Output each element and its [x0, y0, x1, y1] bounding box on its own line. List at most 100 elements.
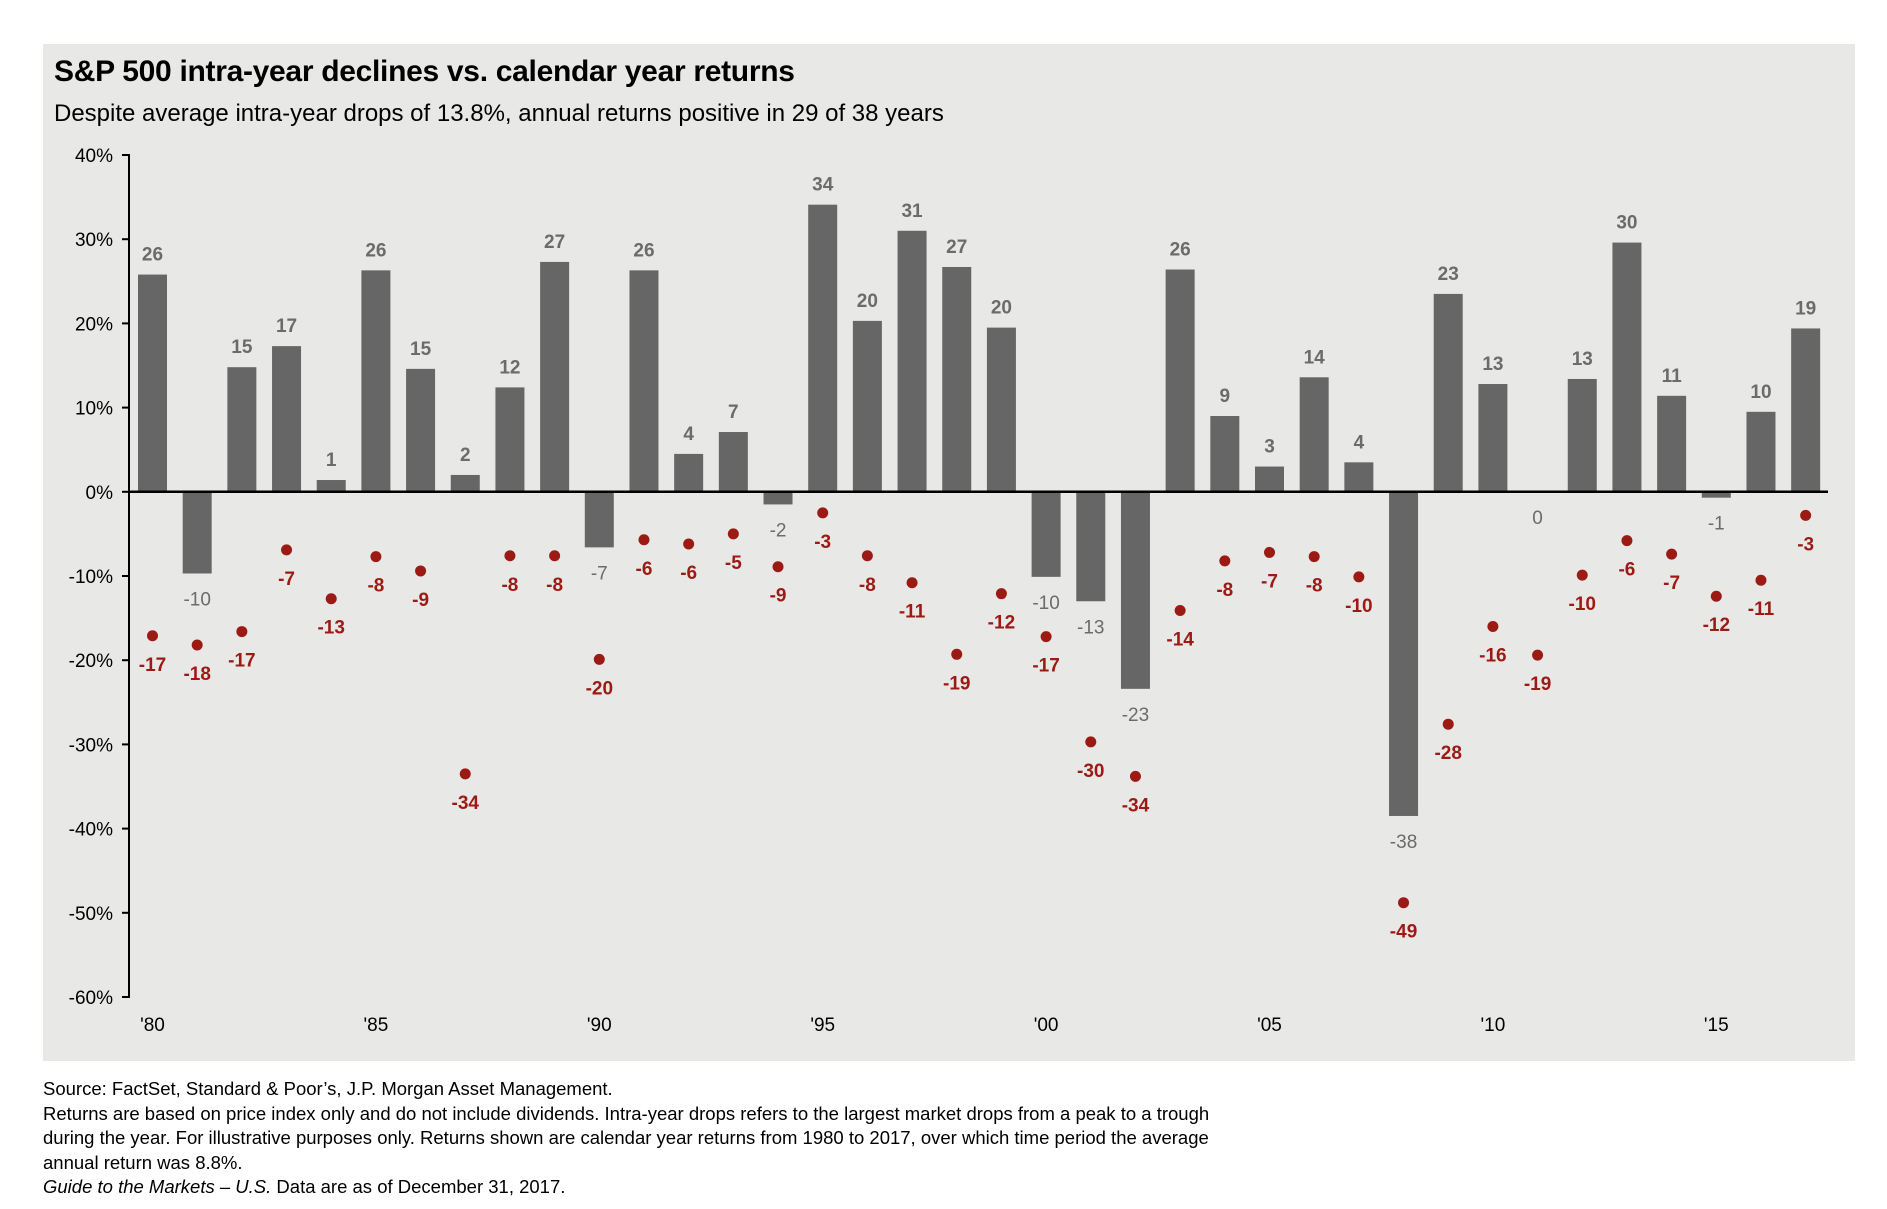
return-bar	[1031, 491, 1061, 577]
intra-year-drop-label: -17	[1032, 656, 1059, 677]
intra-year-drop-label: -34	[452, 793, 480, 814]
guide-title: Guide to the Markets – U.S.	[43, 1176, 272, 1197]
intra-year-drop-label: -20	[586, 678, 613, 699]
intra-year-drop-label: -6	[1618, 560, 1635, 581]
intra-year-drop-point	[861, 550, 873, 562]
return-bar	[1746, 411, 1776, 492]
return-bar-label: 7	[728, 402, 739, 423]
return-bar-label: 2	[460, 445, 471, 466]
return-bar-label: -2	[770, 520, 787, 541]
return-bar-label: 26	[142, 245, 163, 266]
intra-year-drop-point	[995, 588, 1007, 600]
y-tick-label: 30%	[75, 230, 113, 251]
intra-year-drop-label: -8	[501, 575, 518, 596]
intra-year-drop-point	[1085, 736, 1097, 748]
intra-year-drop-label: -28	[1434, 743, 1461, 764]
return-bar-label: 15	[410, 339, 432, 360]
intra-year-drop-label: -5	[725, 553, 742, 574]
intra-year-drop-label: -7	[1663, 573, 1680, 594]
y-tick-label: -30%	[69, 735, 113, 756]
return-bar	[1433, 293, 1463, 492]
chart-panel	[43, 44, 1855, 1061]
footnotes: Source: FactSet, Standard & Poor’s, J.P.…	[43, 1077, 1209, 1200]
return-bar-label: 3	[1264, 437, 1275, 458]
intra-year-drop-label: -12	[988, 613, 1015, 634]
intra-year-drop-label: -7	[278, 569, 295, 590]
intra-year-drop-point	[1353, 571, 1365, 583]
intra-year-drop-label: -9	[412, 590, 429, 611]
return-bar	[540, 261, 570, 492]
return-bar	[1478, 384, 1508, 492]
y-tick-label: -50%	[69, 904, 113, 925]
intra-year-drop-point	[415, 565, 427, 577]
return-bar	[1389, 491, 1419, 816]
y-axis: 40% 30% 20% 10% 0% -10% -20% -30% -40% -50% -60%	[69, 146, 130, 1009]
y-tick-label: 40%	[75, 146, 113, 167]
return-bar-label: 26	[365, 240, 386, 261]
return-bar-label: 4	[1354, 432, 1365, 453]
intra-year-drop-label: -8	[546, 575, 563, 596]
return-bar-label: 14	[1304, 347, 1326, 368]
return-bar	[272, 346, 302, 492]
return-bar	[1657, 395, 1687, 492]
return-bar-label: -10	[183, 589, 210, 610]
intra-year-drop-point	[906, 577, 918, 589]
return-bar-label: 26	[1170, 240, 1191, 261]
intra-year-drop-point	[1621, 535, 1633, 547]
return-bar-label: 34	[812, 175, 834, 196]
intra-year-drop-label: -13	[317, 618, 344, 639]
return-bar-label: 4	[683, 424, 694, 445]
y-tick-label: -20%	[69, 651, 113, 672]
intra-year-drop-point	[147, 630, 158, 642]
intra-year-drop-point	[638, 534, 650, 546]
intra-year-drop-label: -9	[770, 586, 787, 607]
return-bar-label: 13	[1572, 349, 1593, 370]
intra-year-drop-label: -8	[1306, 576, 1323, 597]
return-bar-label: 10	[1750, 382, 1771, 403]
return-bar	[986, 327, 1016, 492]
return-bar-label: 15	[231, 337, 253, 358]
return-bar	[808, 204, 838, 492]
intra-year-drop-point	[772, 561, 784, 573]
return-bar-label: 20	[991, 298, 1012, 319]
return-bar	[718, 432, 748, 492]
y-tick-label: -60%	[69, 988, 113, 1009]
return-bar	[1701, 491, 1731, 498]
return-bar	[182, 491, 212, 574]
y-tick-label: 0%	[86, 483, 114, 504]
footnote-line: annual return was 8.8%.	[43, 1151, 243, 1173]
return-bar-label: -1	[1708, 514, 1725, 535]
return-bar-label: 30	[1616, 213, 1637, 234]
return-bar-label: -13	[1077, 617, 1104, 638]
x-tick-label: '10	[1481, 1015, 1506, 1036]
intra-year-drop-point	[951, 648, 963, 660]
y-tick-label: -10%	[69, 567, 113, 588]
intra-year-drop-label: -14	[1166, 630, 1194, 651]
return-bar	[629, 270, 659, 492]
return-bar	[406, 368, 436, 492]
return-bar-label: -23	[1122, 705, 1149, 726]
x-tick-label: '80	[140, 1015, 165, 1036]
return-bar	[1076, 491, 1106, 602]
intra-year-drop-point	[1755, 574, 1767, 586]
intra-year-drop-point	[817, 507, 829, 519]
intra-year-drop-point	[1129, 770, 1141, 782]
intra-year-drop-point	[593, 653, 605, 665]
return-bar-label: 23	[1438, 264, 1459, 285]
return-bar	[897, 230, 927, 492]
return-bar-label: 19	[1795, 298, 1816, 319]
intra-year-drop-label: -16	[1479, 646, 1506, 667]
return-bar-label: -10	[1032, 593, 1059, 614]
return-bar	[138, 274, 167, 492]
intra-year-drop-point	[504, 550, 516, 562]
intra-year-drop-label: -30	[1077, 761, 1104, 782]
return-bar	[674, 453, 704, 492]
intra-year-drop-label: -10	[1345, 596, 1372, 617]
intra-year-drop-point	[1532, 649, 1544, 661]
return-bar-label: 1	[326, 450, 337, 471]
return-bar-label: 26	[633, 240, 654, 261]
return-bar-label: 11	[1662, 366, 1683, 387]
intra-year-drop-point	[1487, 621, 1499, 633]
x-tick-label: '15	[1704, 1015, 1729, 1036]
